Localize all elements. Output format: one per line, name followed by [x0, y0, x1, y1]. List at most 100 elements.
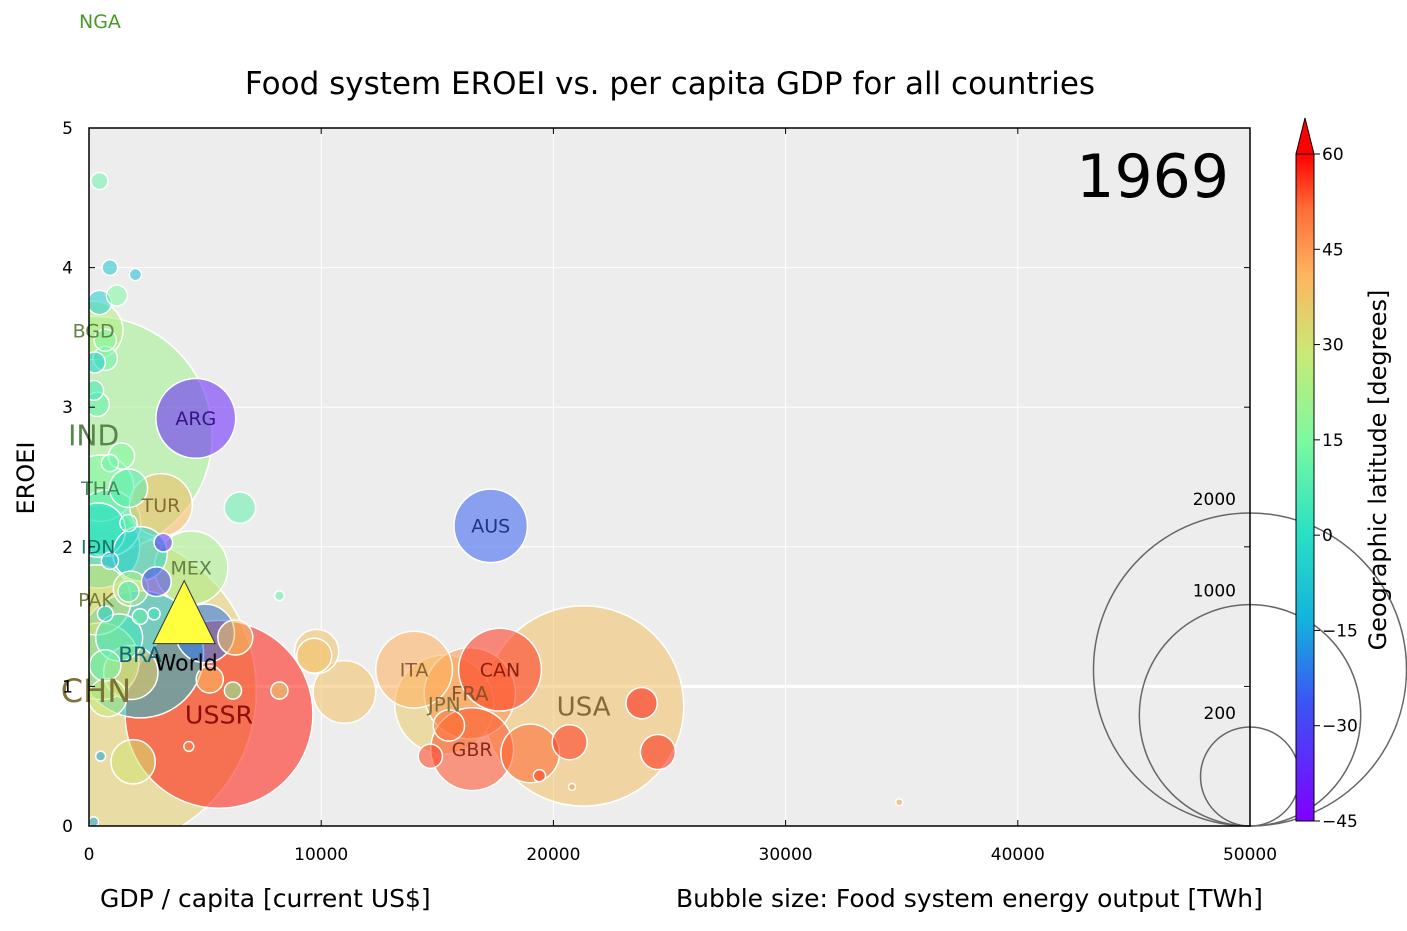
bubble-label-idn: IDN: [81, 537, 115, 559]
x-tick-label: 10000: [294, 845, 348, 865]
bubble-label-fra: FRA: [451, 682, 489, 705]
bubble: [273, 589, 286, 602]
bubble-arg: [155, 377, 237, 460]
y-axis-label: EROEI: [12, 441, 40, 515]
bubble: [94, 750, 107, 762]
bubble-label-jpn: JPN: [426, 694, 461, 717]
bubble: [532, 768, 547, 783]
bubble: [295, 637, 333, 674]
colorbar-tick-label: 0: [1322, 526, 1333, 546]
colorbar-extend-arrow: [1295, 117, 1315, 155]
y-tick-label: 0: [62, 817, 73, 837]
bubble-label-bra: BRA: [118, 643, 162, 668]
bubble: [223, 491, 257, 525]
size-legend-label: 2000: [1193, 490, 1236, 510]
y-tick-label: 1: [62, 677, 73, 697]
bubble: [183, 740, 195, 753]
colorbar-tick-label: 60: [1322, 145, 1344, 165]
bubble: [567, 782, 577, 792]
year-label: 1969: [1076, 142, 1229, 212]
bubble: [500, 723, 561, 784]
bubble-label-can: CAN: [480, 659, 520, 681]
bubble-size-label: Bubble size: Food system energy output […: [676, 884, 1263, 913]
bubble: [895, 798, 904, 807]
bubble: [312, 659, 377, 725]
bubble: [117, 580, 140, 603]
y-tick-label: 3: [62, 398, 73, 418]
bubble-aus: [453, 488, 529, 564]
x-tick-label: 30000: [759, 845, 813, 865]
bubble: [101, 259, 119, 277]
bubble: [100, 453, 120, 473]
colorbar-tick-label: −15: [1322, 621, 1358, 641]
x-axis-ticks: 0 10000 20000 30000 40000 50000: [84, 128, 1277, 865]
bubble: [147, 606, 161, 621]
y-axis-ticks: 0 1 2 3 4 5: [62, 119, 1250, 837]
bubble: [108, 468, 149, 509]
bubbles: [89, 171, 904, 826]
bubble: [217, 619, 254, 656]
size-legend-label: 1000: [1193, 582, 1236, 602]
x-tick-label: 20000: [526, 845, 580, 865]
bubble: [195, 665, 225, 694]
colorbar-tick-label: −30: [1322, 717, 1358, 737]
bubble-label-ussr: USSR: [185, 700, 253, 729]
colorbar-tick-label: −45: [1322, 812, 1358, 832]
bubble-label-pak: PAK: [78, 590, 114, 612]
bubble: [89, 816, 100, 826]
world-label: World: [155, 652, 218, 677]
x-axis-label: GDP / capita [current US$]: [100, 884, 431, 913]
colorbar-label: Geographic latitude [degrees]: [1364, 289, 1392, 651]
colorbar: [1295, 153, 1315, 822]
bubble-label-tha: THA: [80, 478, 120, 500]
x-tick-label: 0: [84, 845, 95, 865]
colorbar-ticks: 60 45 30 15 0 −15 −30 −45: [1314, 145, 1358, 832]
bubble-label-aus: AUS: [471, 516, 510, 538]
bubble: [96, 605, 114, 623]
bubble: [153, 532, 174, 553]
x-tick-label: 40000: [991, 845, 1045, 865]
bubble-label-bgd: BGD: [73, 320, 115, 342]
y-tick-label: 5: [62, 119, 73, 139]
bubble: [140, 566, 172, 598]
bubble: [89, 379, 105, 402]
bubble: [89, 351, 107, 374]
bubble: [639, 733, 677, 771]
bubble-label-mex: MEX: [170, 558, 211, 580]
bubble: [105, 284, 129, 307]
stray-country-label: NGA: [79, 11, 121, 33]
bubble: [100, 551, 120, 571]
bubble: [432, 709, 466, 742]
chart-title: Food system EROEI vs. per capita GDP for…: [244, 66, 1096, 102]
bubble-can: [457, 627, 543, 712]
bubble: [625, 686, 659, 720]
bubble-ita: [374, 630, 454, 709]
bubble-label-usa: USA: [557, 692, 611, 722]
bubble: [270, 681, 289, 700]
world-marker: [152, 579, 217, 645]
y-tick-label: 4: [62, 259, 73, 279]
bubble: [223, 681, 243, 700]
bubble: [119, 513, 138, 533]
bubble-label-ind: IND: [68, 419, 119, 452]
bubble: [90, 171, 109, 191]
size-legend-label: 200: [1204, 704, 1236, 724]
y-tick-label: 2: [62, 538, 73, 558]
colorbar-tick-label: 30: [1322, 336, 1344, 356]
bubble: [131, 608, 149, 626]
bubble: [110, 738, 157, 785]
plot-frame: [88, 127, 1251, 827]
x-tick-label: 50000: [1223, 845, 1277, 865]
bubble-label-gbr: GBR: [452, 739, 493, 761]
bubble: [128, 267, 143, 282]
colorbar-tick-label: 45: [1322, 240, 1344, 260]
bubble-label-ita: ITA: [400, 659, 429, 681]
bubble: [551, 723, 588, 761]
bubble: [93, 328, 118, 353]
colorbar-tick-label: 15: [1322, 431, 1344, 451]
bubble: [417, 743, 444, 770]
bubble-label-arg: ARG: [175, 408, 216, 430]
bubble-label-tur: TUR: [141, 495, 181, 517]
